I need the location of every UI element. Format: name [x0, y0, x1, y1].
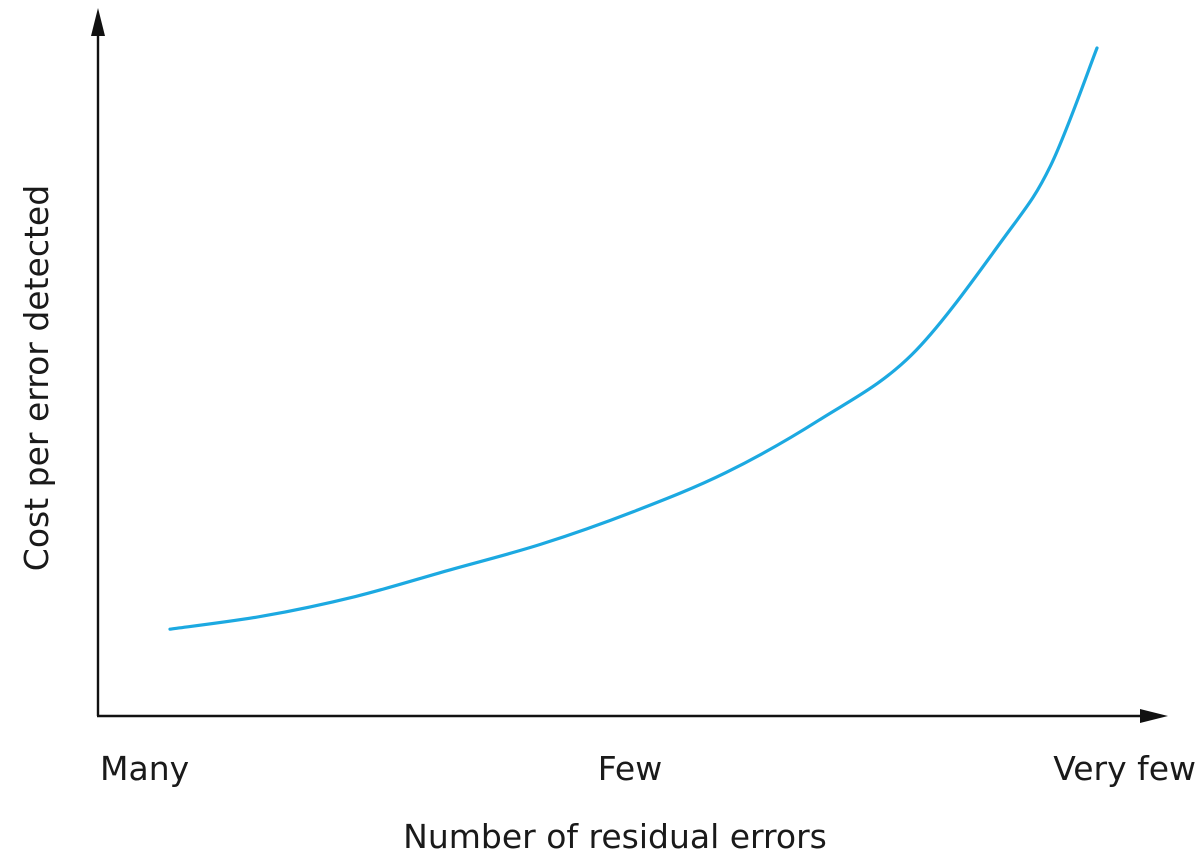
x-tick-label-many: Many: [100, 749, 189, 788]
x-tick-label-few: Few: [598, 749, 662, 788]
y-axis-arrow-icon: [91, 8, 105, 36]
series-line-cost-curve: [168, 46, 1099, 631]
x-axis-arrow-icon: [1140, 709, 1168, 723]
x-tick-label-very-few: Very few: [1053, 749, 1196, 788]
y-axis-title: Cost per error detected: [17, 185, 56, 571]
x-axis-title: Number of residual errors: [403, 817, 827, 856]
